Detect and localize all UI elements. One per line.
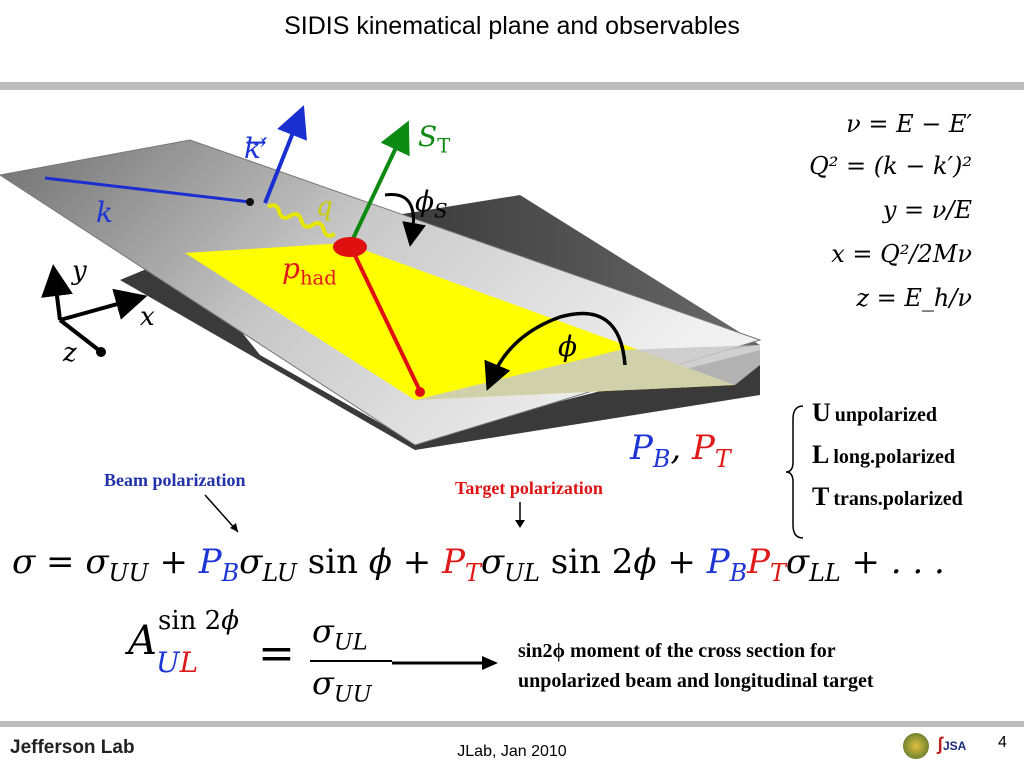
- jefferson-lab-logo: Jefferson Lab: [10, 737, 135, 758]
- p-had-label: phad: [282, 252, 337, 290]
- plane-lower-shadow: [120, 255, 760, 450]
- axis-x: [59, 288, 148, 322]
- k-prime-text: k′: [244, 132, 268, 165]
- axis-z-label: z: [63, 338, 77, 368]
- k-vector: [44, 176, 251, 204]
- legend-long-polarized: L long.polarized: [812, 440, 956, 469]
- legend-trans-polarized: T trans.polarized: [812, 482, 963, 511]
- photon-line: [266, 203, 336, 238]
- numerator: σUL: [312, 612, 368, 656]
- slide-title: SIDIS kinematical plane and observables: [284, 12, 740, 40]
- footer-divider: [0, 721, 1024, 727]
- vertex: [333, 237, 367, 257]
- eq-x: x = Q²/2Mν: [831, 240, 972, 268]
- q-label: q: [316, 192, 333, 222]
- axis-x-label: x: [140, 302, 155, 332]
- phi-arc: [484, 311, 627, 391]
- polarization-symbols: PB, PT: [630, 428, 731, 473]
- eq-z: z = E_h/ν: [856, 284, 972, 312]
- k-prime-label: →: [245, 128, 267, 158]
- hadron-vector: [348, 244, 422, 392]
- axis-y-label: y: [72, 256, 87, 286]
- fraction-bar: [310, 660, 392, 662]
- phi-label: ϕ: [558, 330, 578, 363]
- header-divider: [0, 82, 1024, 90]
- phi-s-label: ϕS: [415, 185, 448, 223]
- moment-description-line2: unpolarized beam and longitudinal target: [518, 670, 874, 692]
- target-polarization-label: Target polarization: [455, 478, 603, 498]
- axis-z: [58, 318, 102, 353]
- moment-arrow: [392, 656, 498, 670]
- eq-q2: Q² = (k − k′)²: [809, 152, 972, 180]
- legend-unpolarized: U unpolarized: [812, 398, 938, 427]
- footer-date: JLab, Jan 2010: [457, 743, 567, 760]
- k-label: k: [96, 196, 113, 229]
- jsa-logo: ʃJSA: [937, 734, 967, 754]
- spin-label: ST: [418, 120, 451, 158]
- eq-nu: ν = E − E′: [846, 110, 972, 138]
- eq-y: y = ν/E: [882, 196, 972, 224]
- denominator: σUU: [312, 664, 372, 708]
- target-pointer-arrow: [515, 502, 525, 528]
- phi-s-arc: [384, 193, 426, 247]
- cross-section-equation: σ = σUU + PBσLU sin ϕ + PTσUL sin 2ϕ + P…: [12, 542, 945, 587]
- equals-sign: =: [258, 628, 295, 679]
- moment-description-line1: sin2ϕ moment of the cross section for: [518, 640, 836, 662]
- beam-pointer-arrow: [204, 494, 239, 533]
- doe-seal-icon: [903, 733, 929, 759]
- kinematical-plane-diagram: [0, 105, 762, 450]
- beam-polarization-label: Beam polarization: [104, 470, 246, 490]
- k-prime-vector: [263, 105, 307, 204]
- legend-brace: [785, 405, 804, 539]
- spin-vector: [348, 120, 410, 246]
- page-number: 4: [998, 734, 1007, 751]
- axis-y: [41, 264, 73, 321]
